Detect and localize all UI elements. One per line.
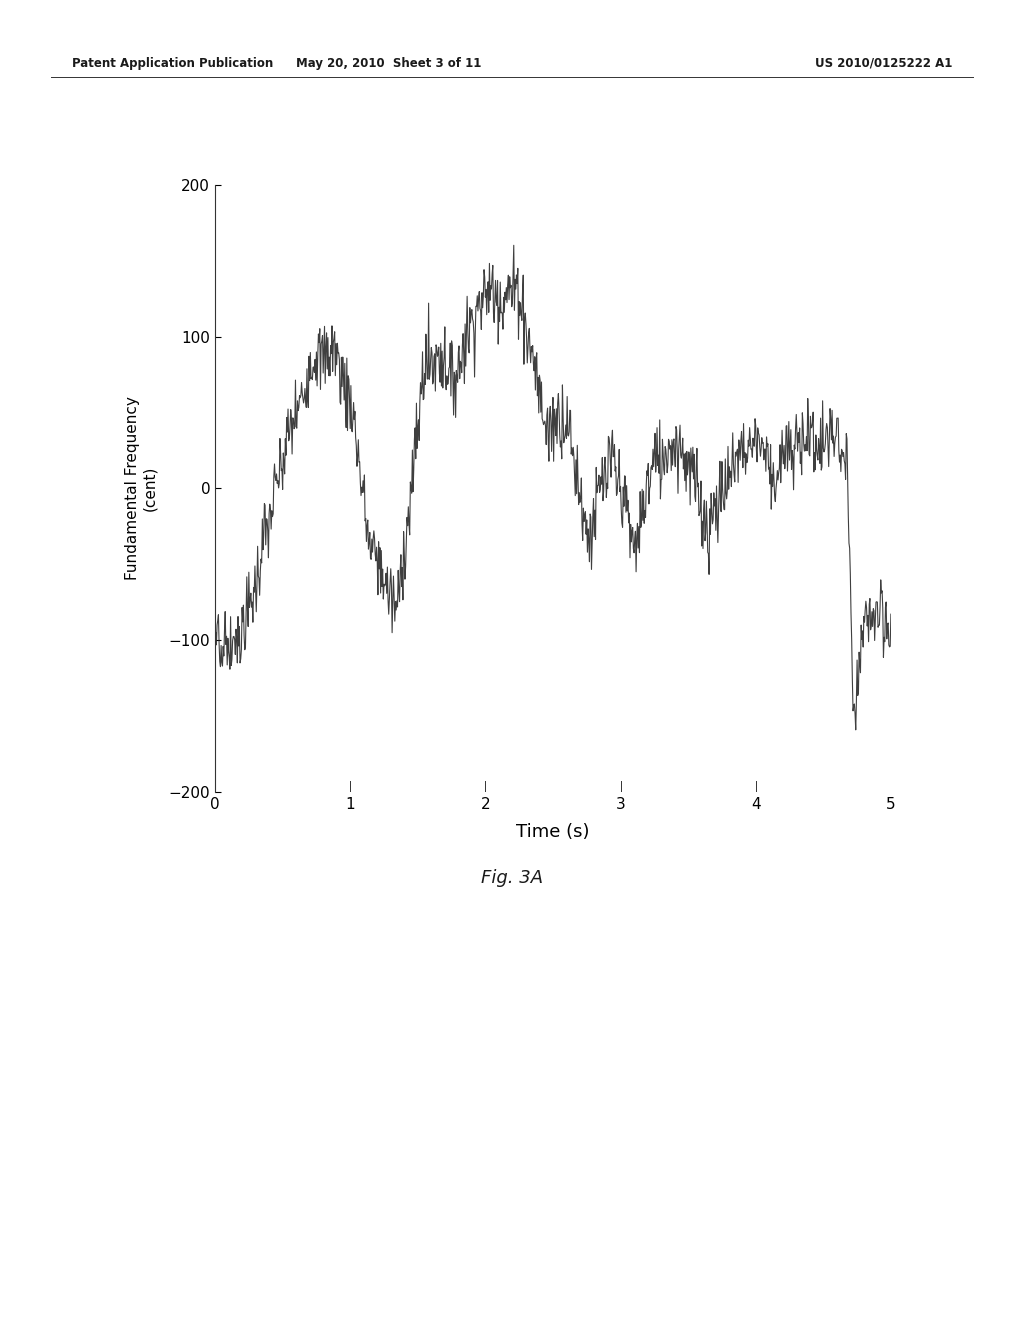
- Text: Fig. 3A: Fig. 3A: [481, 869, 543, 887]
- X-axis label: Time (s): Time (s): [516, 822, 590, 841]
- Y-axis label: Fundamental Frequency
(cent): Fundamental Frequency (cent): [125, 396, 158, 581]
- Text: US 2010/0125222 A1: US 2010/0125222 A1: [815, 57, 952, 70]
- Text: Patent Application Publication: Patent Application Publication: [72, 57, 273, 70]
- Text: May 20, 2010  Sheet 3 of 11: May 20, 2010 Sheet 3 of 11: [296, 57, 482, 70]
